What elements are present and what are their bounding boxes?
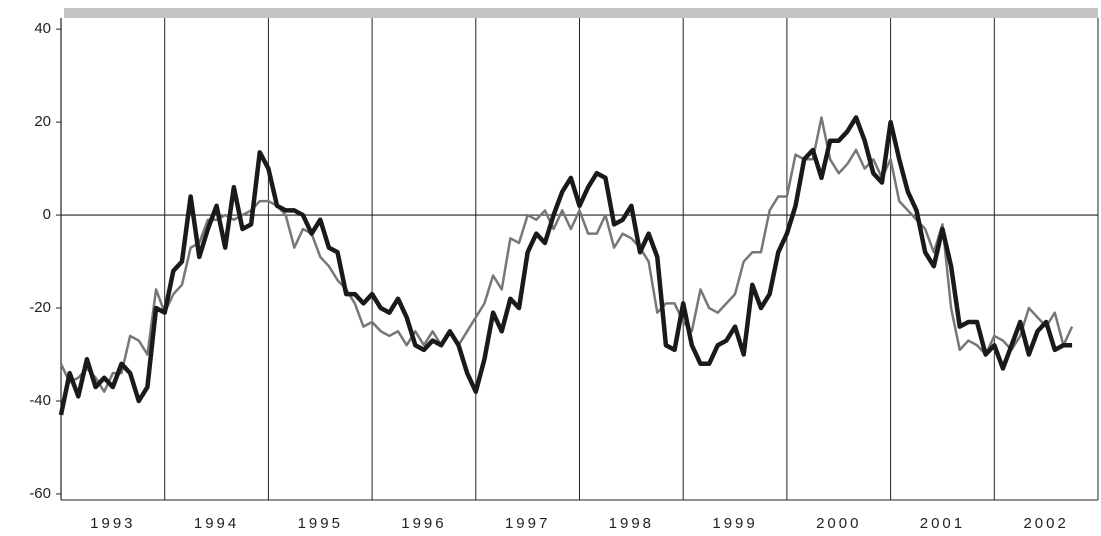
y-tick-label: -20	[29, 299, 51, 316]
y-tick-label: -60	[29, 485, 51, 502]
x-tick-label: 2000	[816, 515, 861, 532]
y-tick-label: 20	[34, 113, 51, 130]
series-line	[59, 116, 1074, 393]
series-line	[58, 115, 1073, 416]
x-tick-label: 1998	[609, 515, 654, 532]
y-tick-label: 0	[43, 206, 51, 223]
x-tick-label: 1996	[401, 515, 446, 532]
x-tick-label: 1994	[194, 515, 239, 532]
x-tick-label: 1997	[505, 515, 550, 532]
y-tick-label: -40	[29, 392, 51, 409]
x-tick-label: 1999	[712, 515, 757, 532]
x-tick-label: 2002	[1023, 515, 1068, 532]
y-tick-label: 40	[34, 20, 51, 37]
x-tick-label: 1995	[298, 515, 343, 532]
x-tick-label: 2001	[920, 515, 965, 532]
top-band	[64, 8, 1098, 18]
x-tick-label: 1993	[90, 515, 135, 532]
